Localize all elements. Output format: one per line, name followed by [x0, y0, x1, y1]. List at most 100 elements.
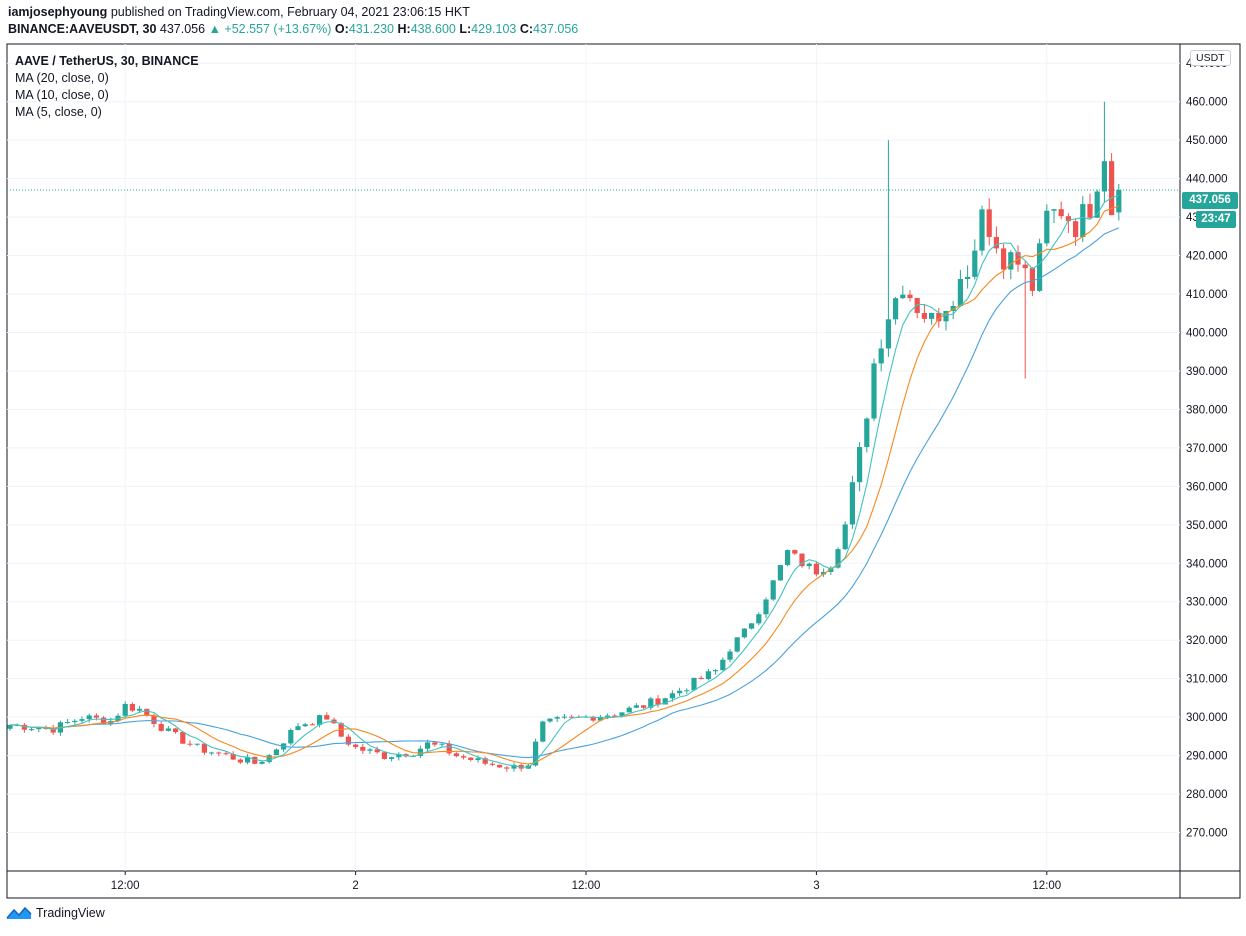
- candle-body: [338, 723, 344, 737]
- candle-body: [698, 677, 704, 680]
- price-tick-label: 370.000: [1186, 443, 1228, 455]
- author-name[interactable]: iamjosephyoung: [8, 5, 108, 19]
- price-tick-label: 350.000: [1186, 520, 1228, 532]
- candle-body: [482, 758, 488, 764]
- candle-body: [180, 732, 186, 744]
- legend-ma20[interactable]: MA (20, close, 0): [15, 71, 109, 85]
- countdown-badge: 23:47: [1196, 211, 1236, 228]
- candle-body: [273, 749, 279, 756]
- candle-body: [993, 236, 999, 249]
- candle-body: [864, 418, 870, 448]
- price-tick-label: 440.000: [1186, 174, 1228, 186]
- candle-body: [425, 742, 431, 749]
- candle-body: [965, 276, 971, 280]
- candle-body: [489, 763, 495, 765]
- candle-body: [597, 716, 603, 721]
- price-tick-label: 300.000: [1186, 712, 1228, 724]
- candle-body: [813, 563, 819, 575]
- candle-body: [777, 565, 783, 581]
- candle-body: [129, 703, 135, 711]
- candle-body: [1101, 161, 1107, 192]
- candle-body: [1008, 252, 1014, 270]
- candle-body: [648, 698, 654, 708]
- candle-body: [547, 718, 553, 722]
- candle-body: [986, 209, 992, 237]
- candle-body: [468, 757, 474, 761]
- chart-frame: [6, 43, 1241, 899]
- candle-body: [554, 717, 560, 719]
- candle-body: [201, 743, 207, 753]
- candle-body: [821, 571, 827, 575]
- chart-legend: AAVE / TetherUS, 30, BINANCE MA (20, clo…: [15, 53, 199, 121]
- candle-body: [1058, 209, 1064, 217]
- candle-body: [93, 715, 99, 718]
- price-tick-label: 420.000: [1186, 251, 1228, 263]
- open-label: O:: [334, 22, 349, 36]
- candle-body: [144, 708, 150, 716]
- candle-body: [511, 764, 517, 769]
- publish-line: iamjosephyoung published on TradingView.…: [8, 4, 578, 21]
- candle-body: [504, 767, 510, 769]
- candle-body: [295, 726, 301, 731]
- candle-body: [165, 728, 171, 731]
- candle-body: [979, 209, 985, 251]
- candle-body: [619, 712, 625, 716]
- candle-body: [705, 671, 711, 680]
- price-tick-label: 400.000: [1186, 327, 1228, 339]
- candle-body: [590, 716, 596, 721]
- candle-body: [446, 743, 452, 754]
- candle-body: [173, 728, 179, 733]
- candle-body: [1080, 204, 1086, 238]
- candle-body: [806, 563, 812, 567]
- candle-body: [569, 716, 575, 718]
- candle-body: [641, 705, 647, 708]
- price-tick-label: 270.000: [1186, 828, 1228, 840]
- candle-body: [65, 722, 71, 724]
- time-tick-label: 2: [352, 880, 358, 892]
- candle-body: [677, 690, 683, 694]
- last-price: 437.056: [159, 22, 206, 36]
- candle-body: [907, 294, 913, 299]
- open-value: 431.230: [348, 22, 394, 36]
- candle-body: [288, 730, 294, 744]
- candle-body: [561, 716, 567, 718]
- candle-body: [785, 550, 791, 566]
- candle-body: [122, 703, 128, 716]
- candle-body: [972, 250, 978, 277]
- candle-body: [453, 753, 459, 757]
- price-tick-label: 460.000: [1186, 97, 1228, 109]
- candle-body: [950, 305, 956, 311]
- candle-body: [353, 744, 359, 747]
- price-tick-label: 280.000: [1186, 789, 1228, 801]
- price-tick-label: 330.000: [1186, 597, 1228, 609]
- legend-ma5[interactable]: MA (5, close, 0): [15, 105, 102, 119]
- candle-body: [266, 755, 272, 762]
- candle-body: [475, 758, 481, 761]
- candle-body: [151, 715, 157, 724]
- candle-body: [1044, 210, 1050, 244]
- footer-brand[interactable]: TradingView: [6, 906, 105, 920]
- candle-body: [749, 623, 755, 629]
- candle-body: [626, 707, 632, 713]
- candle-body: [1022, 264, 1028, 269]
- candle-body: [936, 313, 942, 322]
- candle-body: [209, 752, 215, 754]
- candle-body: [389, 757, 395, 759]
- legend-ma10[interactable]: MA (10, close, 0): [15, 88, 109, 102]
- candle-body: [720, 659, 726, 671]
- candle-body: [1029, 268, 1035, 291]
- ma-line-10: [10, 205, 1119, 765]
- candle-body: [1065, 216, 1071, 222]
- candle-body: [799, 553, 805, 567]
- high-label: H:: [397, 22, 411, 36]
- close-value: 437.056: [533, 22, 579, 36]
- currency-label[interactable]: USDT: [1190, 50, 1231, 66]
- symbol-info: BINANCE:AAVEUSDT, 30: [8, 22, 157, 36]
- candle-body: [324, 715, 330, 720]
- tradingview-logo-icon: [6, 906, 32, 919]
- candle-body: [633, 705, 639, 708]
- candle-body: [1109, 161, 1115, 216]
- candle-body: [691, 677, 697, 691]
- low-value: 429.103: [471, 22, 517, 36]
